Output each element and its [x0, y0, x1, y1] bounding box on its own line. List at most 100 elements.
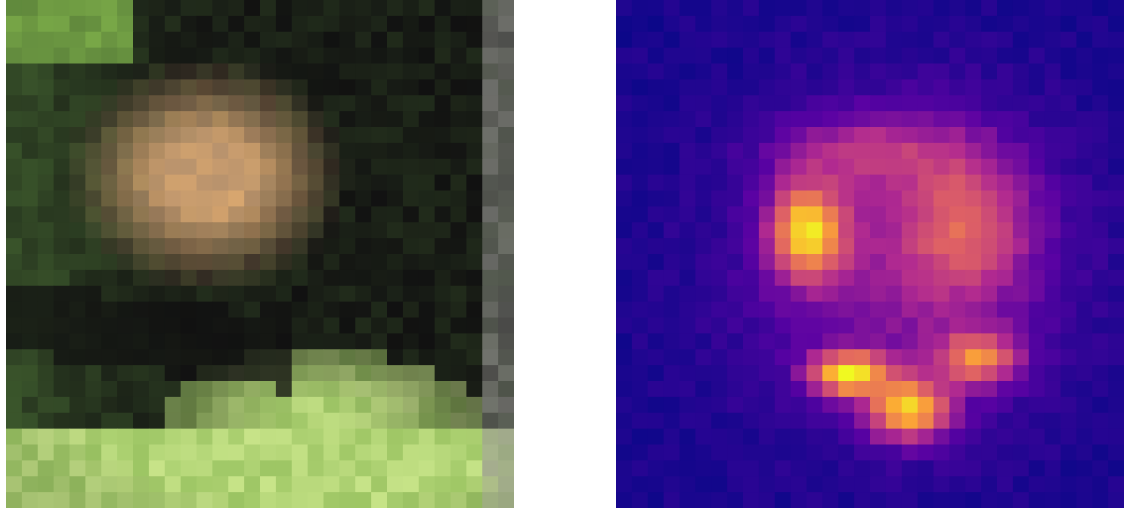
heatmap-cell: [838, 15, 855, 33]
heatmap-cell: [854, 396, 871, 414]
heatmap-cell: [870, 158, 887, 176]
heatmap-cell: [790, 317, 808, 334]
input-pixel: [498, 285, 514, 303]
input-pixel: [323, 206, 340, 223]
heatmap-cell: [901, 238, 919, 255]
input-pixel: [291, 238, 309, 255]
heatmap-cell: [711, 238, 728, 255]
input-pixel: [117, 206, 134, 223]
input-pixel: [53, 63, 71, 80]
heatmap-cell: [997, 127, 1014, 144]
input-pixel: [466, 349, 483, 366]
heatmap-cell: [854, 428, 871, 446]
input-pixel: [291, 206, 309, 223]
heatmap-cell: [679, 47, 696, 65]
input-pixel: [53, 381, 71, 398]
input-pixel: [371, 349, 388, 366]
input-pixel: [196, 254, 213, 271]
input-pixel: [133, 206, 150, 223]
heatmap-cell: [901, 444, 919, 461]
input-pixel: [37, 111, 55, 128]
input-pixel: [291, 381, 309, 398]
input-pixel: [180, 111, 198, 128]
input-pixel: [323, 254, 340, 271]
input-pixel: [21, 206, 39, 223]
heatmap-cell: [774, 0, 792, 17]
input-pixel: [101, 238, 118, 255]
input-pixel: [21, 460, 39, 477]
heatmap-cell: [711, 381, 728, 398]
input-pixel: [148, 31, 166, 49]
input-pixel: [133, 222, 150, 239]
input-pixel: [323, 238, 340, 255]
input-pixel: [37, 254, 55, 271]
input-pixel: [418, 492, 436, 508]
heatmap-cell: [870, 142, 887, 160]
heatmap-cell: [981, 492, 998, 508]
input-pixel: [196, 206, 213, 223]
input-pixel: [37, 0, 55, 17]
heatmap-cell: [885, 190, 903, 207]
heatmap-cell: [790, 476, 808, 493]
heatmap-cell: [1108, 381, 1124, 398]
heatmap-cell: [1060, 47, 1077, 65]
heatmap-cell: [870, 95, 887, 112]
heatmap-cell: [774, 476, 792, 493]
heatmap-cell: [1028, 142, 1046, 160]
input-pixel: [228, 142, 245, 160]
heatmap-cell: [663, 365, 681, 382]
heatmap-cell: [758, 47, 776, 65]
input-pixel: [117, 111, 134, 128]
heatmap-cell: [790, 111, 808, 128]
input-pixel: [450, 301, 467, 319]
input-pixel: [275, 222, 293, 239]
input-pixel: [85, 238, 102, 255]
heatmap-cell: [965, 285, 982, 303]
input-pixel: [466, 428, 483, 446]
heatmap-cell: [822, 365, 839, 382]
heatmap-cell: [965, 365, 982, 382]
input-pixel: [418, 460, 436, 477]
heatmap-cell: [647, 31, 665, 49]
heatmap-cell: [901, 396, 919, 414]
input-pixel: [482, 492, 499, 508]
input-pixel: [117, 381, 134, 398]
input-pixel: [482, 333, 499, 350]
heatmap-cell: [1108, 269, 1124, 287]
input-pixel: [434, 47, 452, 65]
input-pixel: [180, 444, 198, 461]
input-pixel: [307, 238, 325, 255]
heatmap-cell: [822, 95, 839, 112]
input-pixel: [212, 15, 229, 33]
heatmap-cell: [981, 238, 998, 255]
heatmap-cell: [679, 15, 696, 33]
heatmap-cell: [631, 174, 649, 192]
input-pixel: [53, 444, 71, 461]
heatmap-cell: [933, 79, 950, 96]
input-pixel: [434, 492, 452, 508]
input-pixel: [133, 428, 150, 446]
input-pixel: [387, 492, 404, 508]
input-pixel: [244, 412, 261, 430]
input-pixel: [371, 0, 388, 17]
heatmap-cell: [727, 396, 744, 414]
heatmap-cell: [790, 285, 808, 303]
input-pixel: [387, 269, 404, 287]
heatmap-cell: [679, 285, 696, 303]
heatmap-cell: [695, 444, 712, 461]
input-pixel: [6, 428, 23, 446]
input-pixel: [355, 269, 372, 287]
heatmap-cell: [1108, 349, 1124, 366]
input-pixel: [402, 222, 420, 239]
input-pixel: [498, 31, 514, 49]
input-pixel: [450, 158, 467, 176]
heatmap-cell: [695, 476, 712, 493]
heatmap-cell: [933, 158, 950, 176]
input-pixel: [53, 476, 71, 493]
input-pixel: [466, 206, 483, 223]
heatmap-cell: [838, 428, 855, 446]
input-pixel: [355, 174, 372, 192]
heatmap-cell: [997, 317, 1014, 334]
input-pixel: [196, 127, 213, 144]
heatmap-cell: [647, 0, 665, 17]
